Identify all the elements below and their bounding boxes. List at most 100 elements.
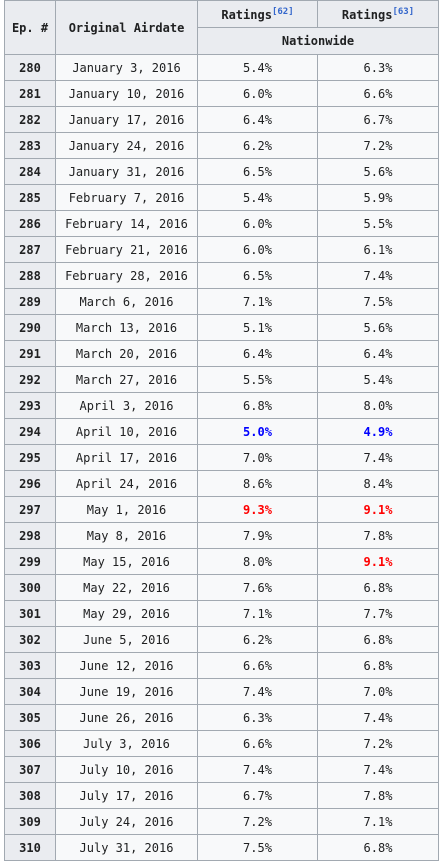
- table-row: 296 April 24, 2016 8.6% 8.4%: [4, 470, 439, 497]
- episode-number-cell: 287: [4, 236, 56, 263]
- table-row: 300 May 22, 2016 7.6% 6.8%: [4, 574, 439, 601]
- rating-cell: 6.0%: [197, 210, 318, 237]
- table-row: 291 March 20, 2016 6.4% 6.4%: [4, 340, 439, 367]
- rating-cell: 9.1%: [317, 548, 439, 575]
- rating-cell: 6.4%: [317, 340, 439, 367]
- rating-cell: 6.2%: [197, 626, 318, 653]
- col-header-ratings-1: Ratings[62]: [197, 0, 318, 28]
- rating-cell: 7.2%: [317, 730, 439, 757]
- airdate-cell: June 5, 2016: [55, 626, 198, 653]
- rating-cell: 7.1%: [317, 808, 439, 835]
- episode-number-cell: 297: [4, 496, 56, 523]
- col-header-ep: Ep. #: [4, 0, 56, 55]
- rating-cell: 6.2%: [197, 132, 318, 159]
- rating-cell: 5.5%: [317, 210, 439, 237]
- table-row: 306 July 3, 2016 6.6% 7.2%: [4, 730, 439, 757]
- rating-cell: 7.4%: [197, 756, 318, 783]
- table-row: 303 June 12, 2016 6.6% 6.8%: [4, 652, 439, 679]
- table-row: 286 February 14, 2016 6.0% 5.5%: [4, 210, 439, 237]
- table-row: 298 May 8, 2016 7.9% 7.8%: [4, 522, 439, 549]
- rating-cell: 6.1%: [317, 236, 439, 263]
- airdate-cell: July 17, 2016: [55, 782, 198, 809]
- rating-cell: 6.8%: [197, 392, 318, 419]
- rating-cell: 7.0%: [317, 678, 439, 705]
- episode-number-cell: 290: [4, 314, 56, 341]
- airdate-cell: March 20, 2016: [55, 340, 198, 367]
- airdate-cell: February 14, 2016: [55, 210, 198, 237]
- rating-cell: 7.6%: [197, 574, 318, 601]
- airdate-cell: July 24, 2016: [55, 808, 198, 835]
- episode-number-cell: 293: [4, 392, 56, 419]
- rating-cell: 7.9%: [197, 522, 318, 549]
- airdate-cell: March 13, 2016: [55, 314, 198, 341]
- airdate-cell: June 26, 2016: [55, 704, 198, 731]
- rating-cell: 5.0%: [197, 418, 318, 445]
- airdate-cell: April 24, 2016: [55, 470, 198, 497]
- table-row: 285 February 7, 2016 5.4% 5.9%: [4, 184, 439, 211]
- rating-cell: 6.7%: [197, 782, 318, 809]
- rating-cell: 5.4%: [317, 366, 439, 393]
- rating-cell: 5.6%: [317, 314, 439, 341]
- episode-number-cell: 285: [4, 184, 56, 211]
- highest-rating: 9.1%: [363, 502, 393, 517]
- table-row: 288 February 28, 2016 6.5% 7.4%: [4, 262, 439, 289]
- rating-cell: 7.4%: [317, 262, 439, 289]
- table-row: 301 May 29, 2016 7.1% 7.7%: [4, 600, 439, 627]
- rating-cell: 7.2%: [197, 808, 318, 835]
- reference-link-62[interactable]: [62]: [271, 6, 294, 17]
- airdate-cell: January 3, 2016: [55, 54, 198, 81]
- rating-cell: 7.4%: [317, 756, 439, 783]
- table-row: 297 May 1, 2016 9.3% 9.1%: [4, 496, 439, 523]
- rating-cell: 4.9%: [317, 418, 439, 445]
- episode-number-cell: 289: [4, 288, 56, 315]
- rating-cell: 6.5%: [197, 158, 318, 185]
- rating-cell: 7.0%: [197, 444, 318, 471]
- rating-cell: 6.8%: [317, 834, 439, 861]
- episode-number-cell: 281: [4, 80, 56, 107]
- episode-number-cell: 296: [4, 470, 56, 497]
- rating-cell: 7.5%: [317, 288, 439, 315]
- table-row: 282 January 17, 2016 6.4% 6.7%: [4, 106, 439, 133]
- table-row: 287 February 21, 2016 6.0% 6.1%: [4, 236, 439, 263]
- rating-cell: 7.4%: [317, 444, 439, 471]
- rating-cell: 6.3%: [197, 704, 318, 731]
- airdate-cell: May 22, 2016: [55, 574, 198, 601]
- rating-cell: 7.1%: [197, 288, 318, 315]
- airdate-cell: July 3, 2016: [55, 730, 198, 757]
- rating-cell: 6.5%: [197, 262, 318, 289]
- table-row: 307 July 10, 2016 7.4% 7.4%: [4, 756, 439, 783]
- rating-cell: 6.4%: [197, 106, 318, 133]
- rating-cell: 6.6%: [197, 652, 318, 679]
- rating-cell: 5.5%: [197, 366, 318, 393]
- rating-cell: 8.4%: [317, 470, 439, 497]
- rating-cell: 7.8%: [317, 522, 439, 549]
- airdate-cell: February 7, 2016: [55, 184, 198, 211]
- rating-cell: 9.3%: [197, 496, 318, 523]
- episode-number-cell: 298: [4, 522, 56, 549]
- episode-number-cell: 299: [4, 548, 56, 575]
- airdate-cell: February 21, 2016: [55, 236, 198, 263]
- table-row: 295 April 17, 2016 7.0% 7.4%: [4, 444, 439, 471]
- episode-number-cell: 305: [4, 704, 56, 731]
- episode-number-cell: 310: [4, 834, 56, 861]
- rating-cell: 7.8%: [317, 782, 439, 809]
- rating-cell: 6.7%: [317, 106, 439, 133]
- rating-cell: 7.4%: [197, 678, 318, 705]
- airdate-cell: May 29, 2016: [55, 600, 198, 627]
- rating-cell: 7.2%: [317, 132, 439, 159]
- highest-rating: 9.1%: [363, 554, 393, 569]
- airdate-cell: May 8, 2016: [55, 522, 198, 549]
- ratings-label: Ratings: [221, 7, 272, 22]
- episode-number-cell: 280: [4, 54, 56, 81]
- table-row: 280 January 3, 2016 5.4% 6.3%: [4, 54, 439, 81]
- episode-number-cell: 302: [4, 626, 56, 653]
- rating-cell: 5.4%: [197, 54, 318, 81]
- airdate-cell: May 1, 2016: [55, 496, 198, 523]
- rating-cell: 6.0%: [197, 236, 318, 263]
- rating-cell: 7.4%: [317, 704, 439, 731]
- table-row: 310 July 31, 2016 7.5% 6.8%: [4, 834, 439, 861]
- table-row: 308 July 17, 2016 6.7% 7.8%: [4, 782, 439, 809]
- rating-cell: 6.6%: [317, 80, 439, 107]
- rating-cell: 6.3%: [317, 54, 439, 81]
- reference-link-63[interactable]: [63]: [392, 6, 415, 17]
